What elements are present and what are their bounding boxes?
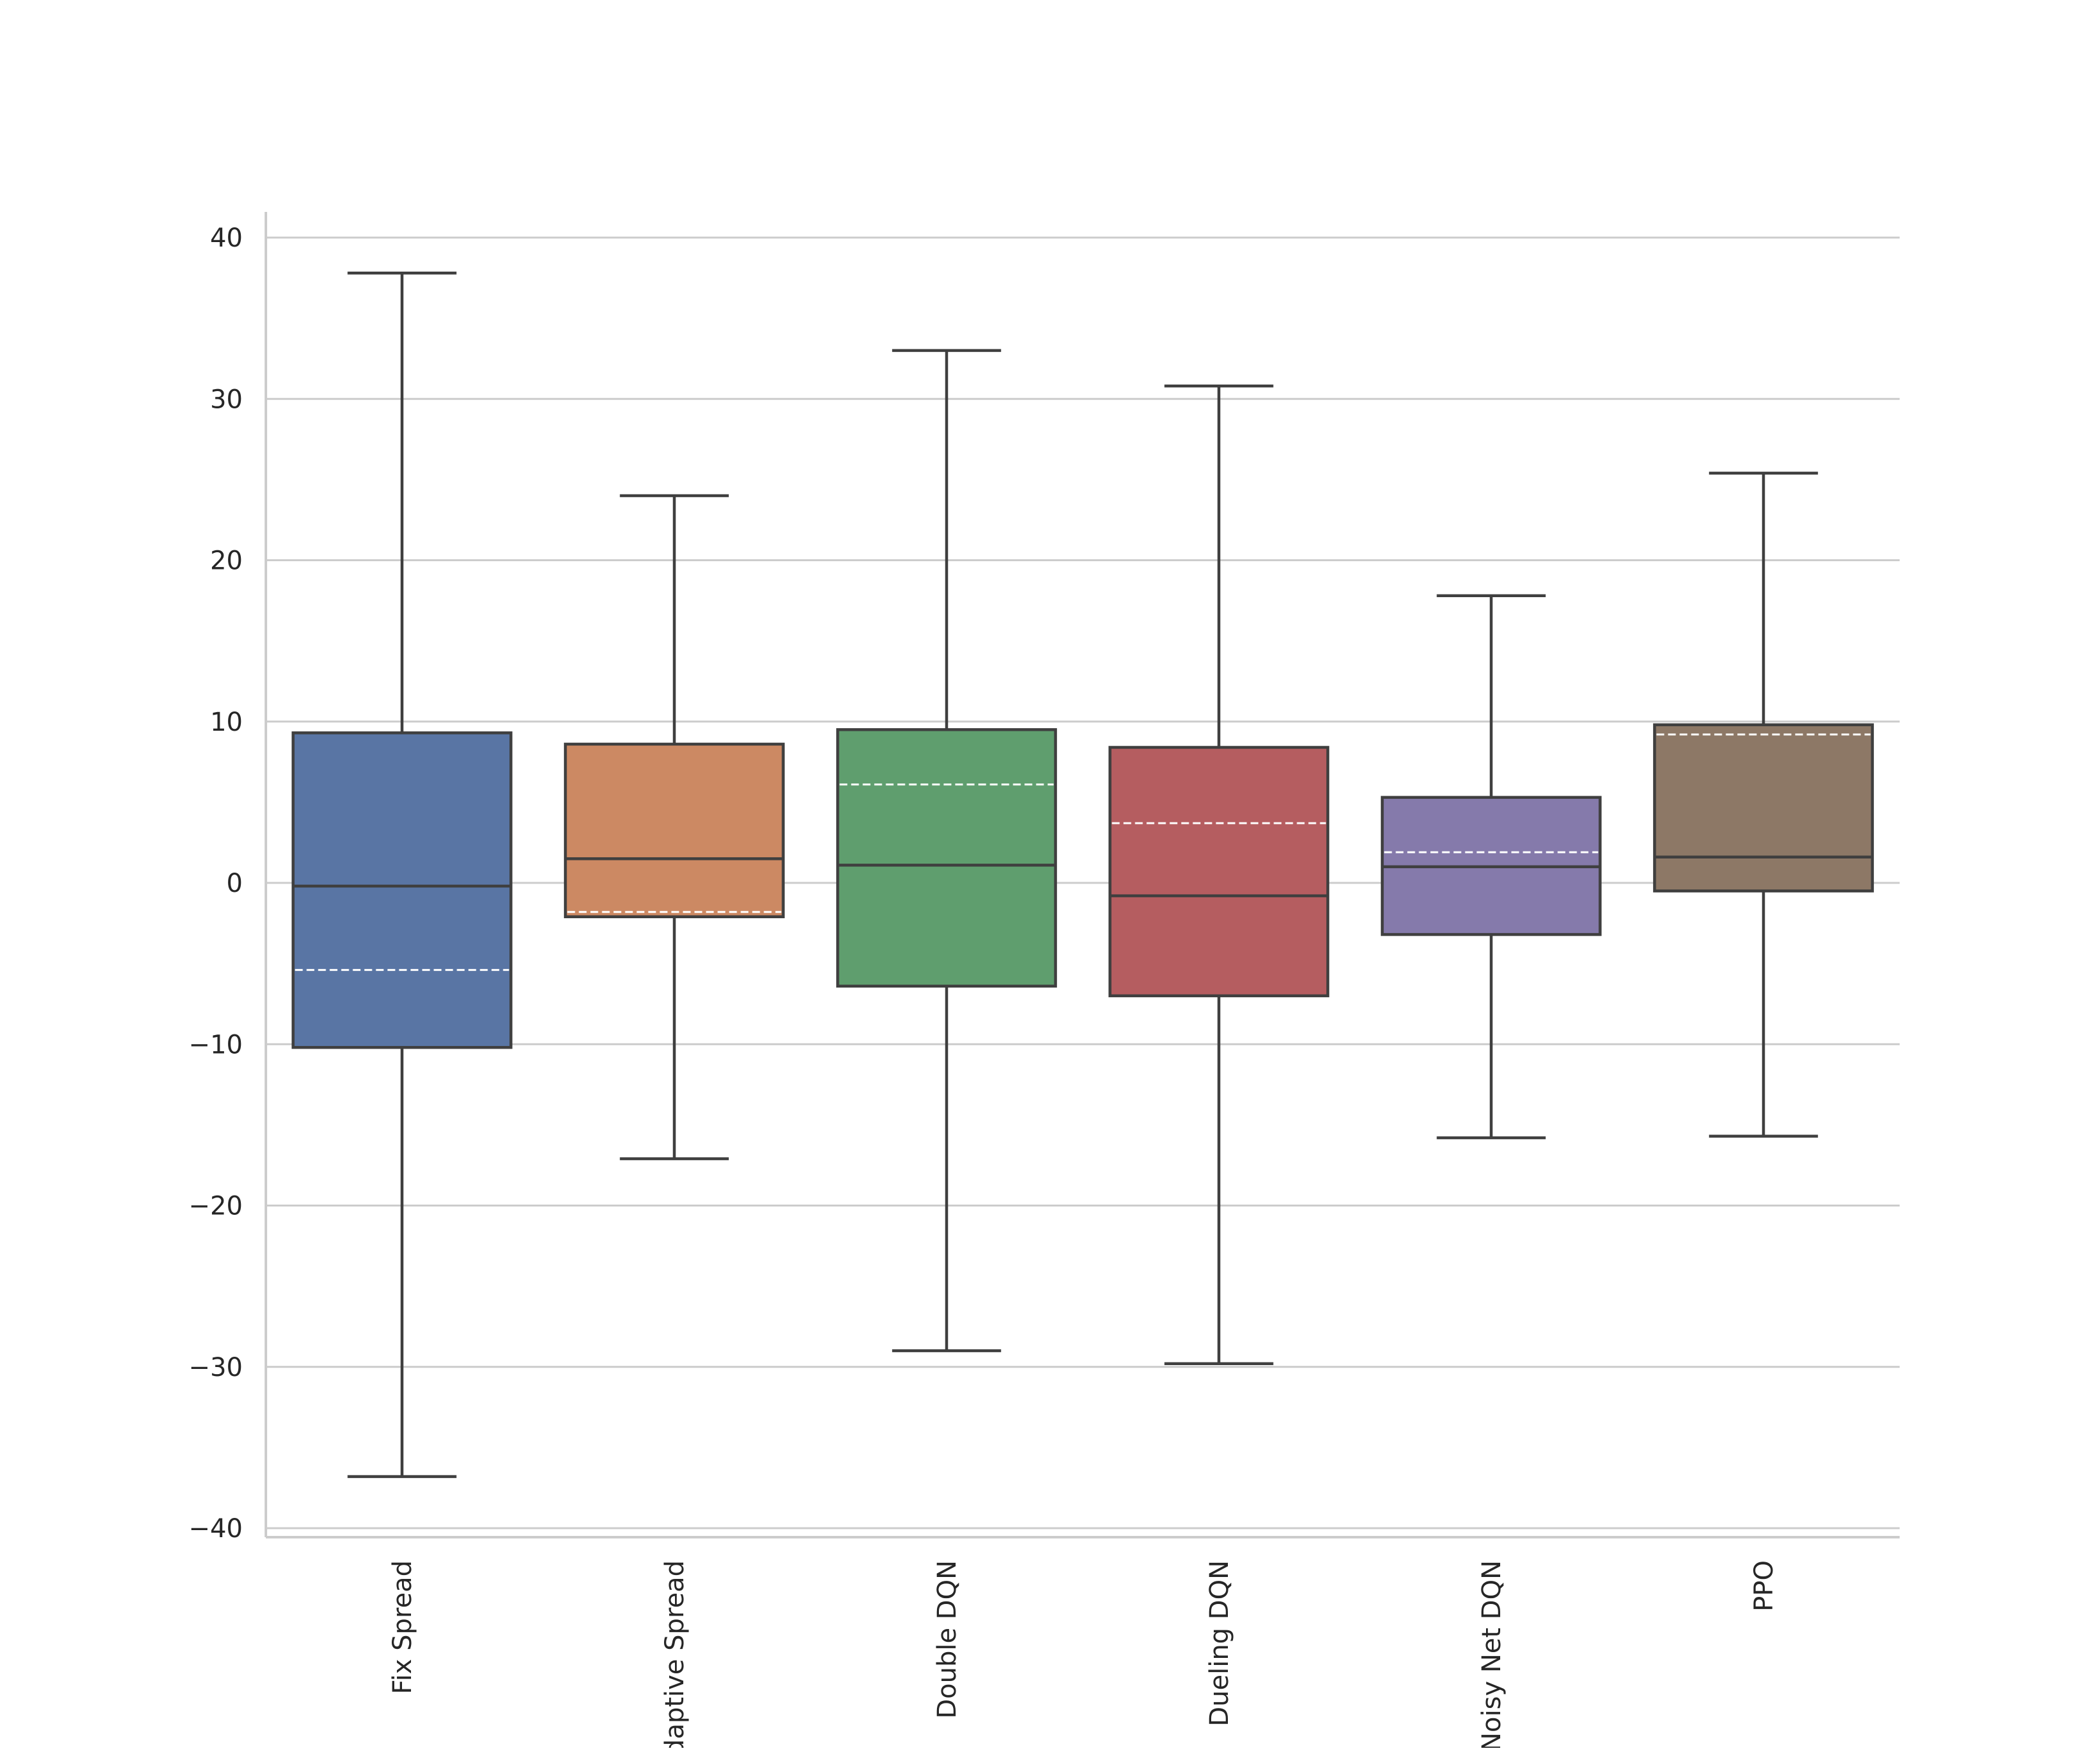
box-group <box>1653 471 1874 1138</box>
box-group <box>836 349 1057 1352</box>
y-tick-label: −10 <box>189 1030 243 1059</box>
x-tick-label: Double DQN <box>932 1560 962 1719</box>
y-tick-label: 30 <box>210 385 243 414</box>
x-tick-label: Adaptive Spread <box>660 1560 690 1748</box>
x-tick-label: Dueling DQN <box>1205 1560 1234 1727</box>
y-tick-label: −20 <box>189 1192 243 1221</box>
box-group <box>564 494 785 1160</box>
y-tick-label: 10 <box>210 708 243 737</box>
boxes <box>292 272 1874 1478</box>
x-tick-label: PPO <box>1749 1560 1779 1612</box>
box-group <box>1108 384 1329 1365</box>
y-tick-label: −30 <box>189 1353 243 1382</box>
y-tick-label: 40 <box>210 223 243 253</box>
iqr-box <box>564 742 785 919</box>
x-tick-label: Fix Spread <box>388 1560 417 1694</box>
axes <box>265 212 1900 1538</box>
y-tick-labels: 40 30 20 10 0 −10 −20 −30 −40 <box>189 223 243 1544</box>
y-tick-label: −40 <box>189 1514 243 1544</box>
x-tick-labels: Fix Spread Adaptive Spread Double DQN Dueli… <box>388 1560 1779 1751</box>
iqr-box <box>292 731 512 1049</box>
x-tick-label: Noisy Net DQN <box>1477 1560 1507 1748</box>
iqr-box <box>1108 745 1329 998</box>
box-group <box>292 272 512 1478</box>
y-tick-label: 0 <box>227 869 243 898</box>
box-group <box>1381 594 1602 1140</box>
iqr-box <box>836 728 1057 988</box>
iqr-box <box>1653 723 1874 893</box>
y-tick-label: 20 <box>210 546 243 576</box>
grid-lines <box>266 236 1900 1529</box>
